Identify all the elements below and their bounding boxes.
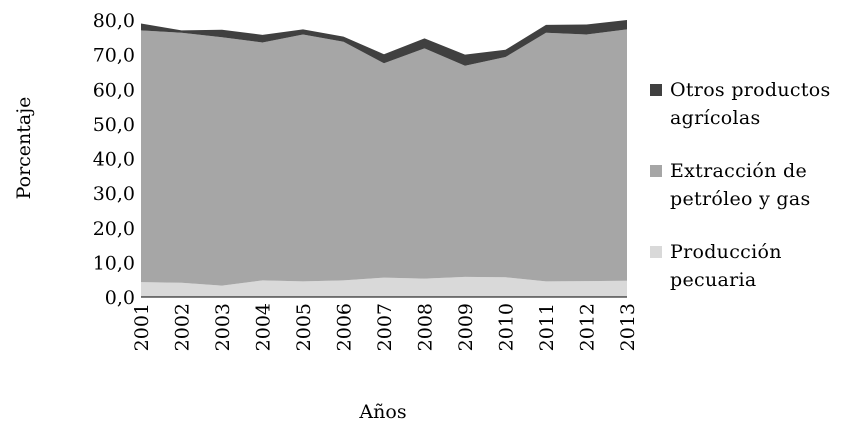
y-tick-label: 30,0 [93,183,135,205]
legend: Otros productos agrícolas Extracción de … [650,76,860,319]
y-tick-labels: 0,0 10,0 20,0 30,0 40,0 50,0 60,0 70,0 80,0 [93,10,135,309]
y-tick-label: 0,0 [105,287,135,309]
area-series-0 [141,276,627,297]
x-tick-label: 2008 [415,303,437,351]
x-tick-label: 2007 [374,303,396,351]
y-axis-title: Porcentaje [13,97,35,200]
x-axis-title: Años [358,401,406,422]
legend-swatch [650,165,662,177]
x-tick-label: 2001 [131,303,153,351]
x-tick-label: 2010 [496,303,518,351]
y-tick-label: 70,0 [93,45,135,67]
x-tick-label: 2009 [455,303,477,351]
x-tick-labels: 2001 2002 2003 2004 2005 2006 2007 2008 2009 2010… [131,303,639,351]
legend-swatch [650,246,662,258]
legend-item-produccion-pecuaria: Producción pecuaria [650,238,860,294]
legend-item-otros-productos: Otros productos agrícolas [650,76,860,132]
x-tick-label: 2006 [334,303,356,351]
y-tick-label: 20,0 [93,218,135,240]
legend-label: Otros productos agrícolas [670,79,831,129]
legend-item-extraccion-petroleo: Extracción de petróleo y gas [650,157,860,213]
y-tick-label: 40,0 [93,149,135,171]
area-layer [141,20,627,297]
y-tick-label: 50,0 [93,114,135,136]
legend-swatch [650,84,662,96]
x-tick-label: 2013 [617,303,639,351]
y-tick-label: 80,0 [93,10,135,32]
x-tick-label: 2012 [577,303,599,351]
y-tick-label: 10,0 [93,252,135,274]
x-tick-label: 2002 [172,303,194,351]
y-tick-label: 60,0 [93,79,135,101]
x-tick-label: 2011 [536,303,558,351]
x-tick-label: 2003 [212,303,234,351]
legend-label: Producción pecuaria [670,241,782,291]
legend-label: Extracción de petróleo y gas [670,160,811,210]
area-series-1 [141,29,627,286]
x-tick-label: 2005 [293,303,315,351]
x-tick-label: 2004 [253,303,275,351]
area-series-2 [141,20,627,66]
